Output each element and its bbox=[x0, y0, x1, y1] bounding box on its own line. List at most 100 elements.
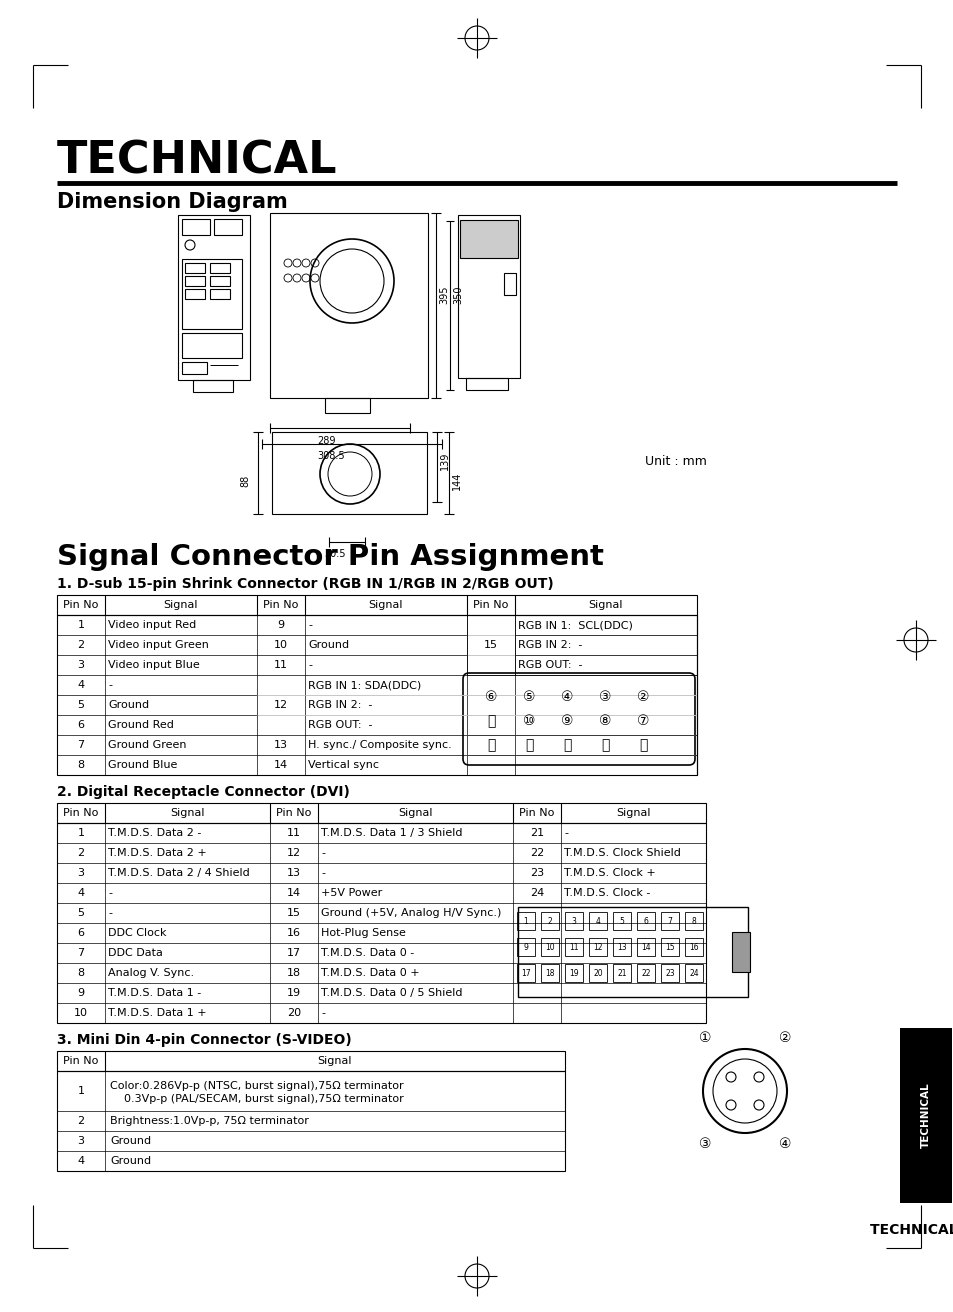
Bar bbox=[57, 615, 697, 775]
Text: -: - bbox=[308, 621, 312, 630]
Bar bbox=[564, 912, 582, 930]
Text: ⑫: ⑫ bbox=[639, 737, 646, 752]
Bar bbox=[182, 219, 210, 235]
Bar bbox=[684, 912, 702, 930]
Text: ③: ③ bbox=[598, 690, 611, 705]
Bar bbox=[637, 912, 655, 930]
Text: 20: 20 bbox=[593, 968, 602, 977]
Text: T.M.D.S. Data 0 -: T.M.D.S. Data 0 - bbox=[320, 949, 414, 958]
Text: TECHNICAL - 1: TECHNICAL - 1 bbox=[868, 1223, 953, 1237]
Text: RGB IN 2:  -: RGB IN 2: - bbox=[517, 640, 581, 649]
Text: RGB IN 1: SDA(DDC): RGB IN 1: SDA(DDC) bbox=[308, 680, 421, 690]
Bar bbox=[660, 938, 679, 956]
Text: 4: 4 bbox=[77, 680, 85, 690]
Text: ②: ② bbox=[778, 1031, 790, 1044]
Bar bbox=[178, 215, 250, 380]
Text: 15: 15 bbox=[483, 640, 497, 649]
Text: ⑧: ⑧ bbox=[598, 714, 611, 728]
Text: 4: 4 bbox=[77, 888, 85, 897]
Bar bbox=[613, 912, 630, 930]
Text: Hot-Plug Sense: Hot-Plug Sense bbox=[320, 928, 405, 938]
Text: 9: 9 bbox=[77, 988, 85, 998]
Text: Pin No: Pin No bbox=[63, 808, 98, 817]
Text: 24: 24 bbox=[688, 968, 699, 977]
Text: Ground (+5V, Analog H/V Sync.): Ground (+5V, Analog H/V Sync.) bbox=[320, 908, 501, 918]
Text: 395: 395 bbox=[438, 286, 449, 304]
Text: 0.3Vp-p (PAL/SECAM, burst signal),75Ω terminator: 0.3Vp-p (PAL/SECAM, burst signal),75Ω te… bbox=[110, 1094, 403, 1103]
Text: DDC Data: DDC Data bbox=[108, 949, 163, 958]
Text: 7: 7 bbox=[667, 917, 672, 925]
Text: T.M.D.S. Clock +: T.M.D.S. Clock + bbox=[563, 869, 655, 878]
Text: 2: 2 bbox=[547, 917, 552, 925]
Text: ③: ③ bbox=[698, 1138, 711, 1151]
Text: 6: 6 bbox=[77, 720, 85, 729]
Text: RGB IN 1:  SCL(DDC): RGB IN 1: SCL(DDC) bbox=[517, 621, 632, 630]
Text: Signal: Signal bbox=[164, 600, 198, 610]
Text: ④: ④ bbox=[778, 1138, 790, 1151]
Text: T.M.D.S. Data 2 +: T.M.D.S. Data 2 + bbox=[108, 848, 207, 858]
Text: 18: 18 bbox=[287, 968, 301, 977]
Text: RGB OUT:  -: RGB OUT: - bbox=[308, 720, 372, 729]
Bar bbox=[588, 964, 606, 981]
Text: 8: 8 bbox=[77, 968, 85, 977]
Bar bbox=[270, 213, 428, 398]
Text: ⑥: ⑥ bbox=[484, 690, 497, 705]
Bar bbox=[540, 964, 558, 981]
Bar bbox=[660, 912, 679, 930]
Text: Ground Blue: Ground Blue bbox=[108, 760, 177, 770]
Bar bbox=[210, 289, 230, 299]
Text: Signal: Signal bbox=[317, 1056, 352, 1065]
Bar bbox=[660, 964, 679, 981]
Text: Ground Green: Ground Green bbox=[108, 740, 186, 750]
Text: 2: 2 bbox=[77, 640, 85, 649]
Bar bbox=[210, 276, 230, 286]
Text: 2: 2 bbox=[77, 1117, 85, 1126]
Text: ⑪: ⑪ bbox=[486, 714, 495, 728]
Text: 12: 12 bbox=[287, 848, 301, 858]
Text: 23: 23 bbox=[529, 869, 543, 878]
Text: 10: 10 bbox=[74, 1008, 88, 1018]
Bar bbox=[899, 1029, 951, 1203]
Text: -: - bbox=[108, 680, 112, 690]
Bar bbox=[564, 938, 582, 956]
Text: Ground: Ground bbox=[108, 701, 149, 710]
Text: Ground Red: Ground Red bbox=[108, 720, 173, 729]
Bar bbox=[57, 823, 705, 1023]
Text: 17: 17 bbox=[520, 968, 530, 977]
Bar bbox=[517, 964, 535, 981]
Bar bbox=[57, 1051, 564, 1071]
Text: -: - bbox=[320, 869, 325, 878]
Text: 308.5: 308.5 bbox=[316, 451, 344, 461]
Text: -: - bbox=[563, 828, 567, 838]
Text: 11: 11 bbox=[569, 942, 578, 951]
Text: Signal: Signal bbox=[369, 600, 403, 610]
Text: Video input Red: Video input Red bbox=[108, 621, 196, 630]
Text: 1: 1 bbox=[77, 828, 85, 838]
Text: 20: 20 bbox=[287, 1008, 301, 1018]
Bar bbox=[613, 964, 630, 981]
Text: Vertical sync: Vertical sync bbox=[308, 760, 378, 770]
Text: Analog V. Sync.: Analog V. Sync. bbox=[108, 968, 193, 977]
Bar bbox=[588, 938, 606, 956]
Text: Pin No: Pin No bbox=[518, 808, 554, 817]
Bar bbox=[457, 215, 519, 378]
Text: 3: 3 bbox=[77, 660, 85, 670]
Text: 2. Digital Receptacle Connector (DVI): 2. Digital Receptacle Connector (DVI) bbox=[57, 785, 350, 799]
Text: 14: 14 bbox=[287, 888, 301, 897]
Text: ⑮: ⑮ bbox=[524, 737, 533, 752]
Bar bbox=[517, 938, 535, 956]
Text: Signal: Signal bbox=[616, 808, 650, 817]
Bar bbox=[564, 964, 582, 981]
Text: TECHNICAL: TECHNICAL bbox=[920, 1082, 930, 1148]
Text: ⑭: ⑭ bbox=[562, 737, 571, 752]
Text: ②: ② bbox=[636, 690, 649, 705]
Circle shape bbox=[725, 1099, 735, 1110]
Circle shape bbox=[753, 1099, 763, 1110]
Bar bbox=[637, 938, 655, 956]
Text: H. sync./ Composite sync.: H. sync./ Composite sync. bbox=[308, 740, 452, 750]
Text: 1: 1 bbox=[77, 621, 85, 630]
Bar bbox=[517, 907, 747, 997]
Bar bbox=[185, 289, 205, 299]
Text: 9: 9 bbox=[523, 942, 528, 951]
Text: 9: 9 bbox=[277, 621, 284, 630]
